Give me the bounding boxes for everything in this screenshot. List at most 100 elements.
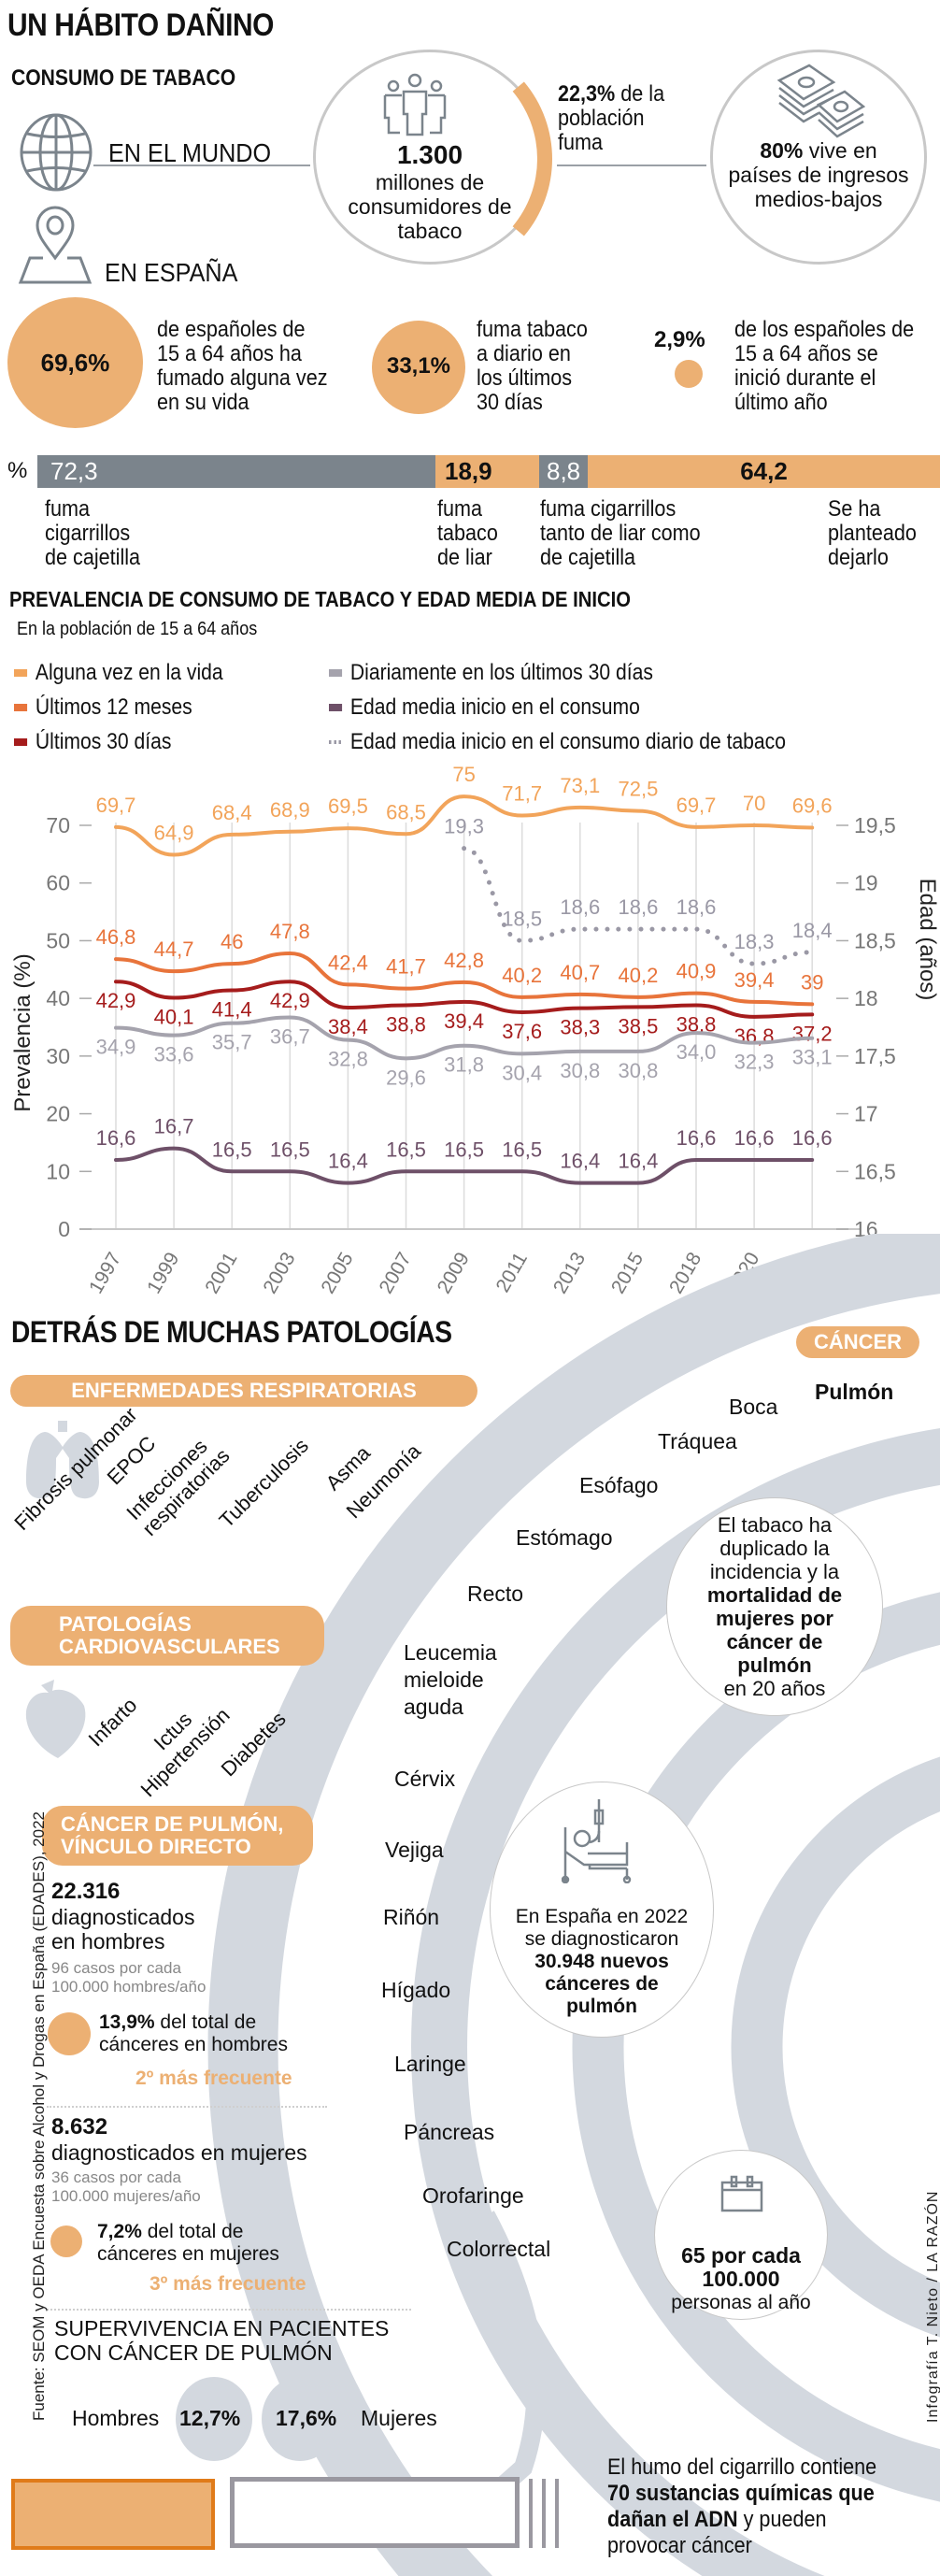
legend-swatch — [14, 704, 28, 711]
cardiovasculares-title-1: PATOLOGÍAS — [59, 1612, 192, 1636]
bar-label-dejarlo: Se ha planteado dejarlo — [828, 496, 917, 570]
data-label: 69,7 — [96, 794, 136, 817]
data-label: 30,4 — [502, 1061, 542, 1084]
data-label: 38,8 — [386, 1013, 426, 1037]
women-pct-dot — [50, 2225, 82, 2257]
low-income-text-2: países de ingresos medios-bajos — [728, 163, 909, 211]
cigarette-ash-line — [529, 2479, 533, 2548]
survival-women-circle — [262, 2377, 338, 2461]
data-label: 16,6 — [96, 1126, 136, 1150]
data-label: 75 — [452, 766, 475, 786]
section-heading-consumo: CONSUMO DE TABACO — [11, 65, 236, 91]
legend-label: Últimos 12 meses — [35, 694, 192, 720]
men-pct-stat: 13,9% del total de cánceres en hombres — [99, 2011, 288, 2056]
women-diagnosed-text: diagnosticados en mujeres — [51, 2140, 307, 2165]
world-smokers-arc — [512, 81, 552, 236]
data-label: 40,2 — [618, 964, 658, 987]
bar-label-liar: fuma tabaco de liar — [437, 496, 498, 570]
bar-segment-dejarlo: 64,2 — [588, 455, 940, 488]
women-mortality-fact: El tabaco ha duplicado la incidencia y l… — [666, 1497, 883, 1716]
organ-colorrectal: Colorrectal — [447, 2237, 551, 2261]
cigarette-ash-line — [555, 2479, 559, 2548]
concentric-rings-background — [207, 1234, 940, 2576]
survival-title: SUPERVIVENCIA EN PACIENTES CON CÁNCER DE… — [54, 2316, 389, 2365]
world-consumers-block: 1.300 millones de consumidores de tabaco — [322, 140, 537, 243]
women-rate: 36 casos por cada 100.000 mujeres/año — [51, 2168, 201, 2206]
data-label: 33,6 — [154, 1043, 194, 1066]
men-diagnosed-value: 22.316 — [51, 1879, 121, 1904]
data-label: 72,5 — [618, 778, 658, 801]
tobacco-type-bar: 72,3 18,9 8,8 64,2 — [37, 455, 940, 488]
location-pin-icon — [18, 206, 93, 284]
data-label: 47,8 — [270, 920, 310, 943]
spain-label: EN ESPAÑA — [105, 258, 238, 287]
page-title: UN HÁBITO DAÑINO — [7, 7, 274, 43]
fact-women-text-1: El tabaco ha duplicado la incidencia y l… — [709, 1513, 840, 1583]
bar-value: 8,8 — [547, 457, 581, 485]
data-label: 37,6 — [502, 1020, 542, 1043]
world-smokers-stat: 22,3% de la población fuma — [558, 82, 684, 155]
series-line — [114, 1015, 815, 1061]
data-label: 16,4 — [328, 1150, 368, 1173]
organ-traquea: Tráquea — [658, 1429, 737, 1453]
pulmon-title-2: VÍNCULO DIRECTO — [61, 1835, 251, 1858]
bar-value: 18,9 — [445, 457, 492, 485]
y-tick-label: 60 — [46, 871, 70, 895]
chart-subtitle: En la población de 15 a 64 años — [17, 619, 258, 639]
legend-swatch — [329, 740, 343, 744]
men-diagnosed-text-2: en hombres — [51, 1929, 165, 1953]
data-label: 69,7 — [677, 794, 717, 817]
data-label: 64,9 — [154, 821, 194, 844]
organ-pancreas: Páncreas — [404, 2120, 495, 2144]
data-label: 42,8 — [444, 949, 484, 972]
y2-tick-label: 18 — [854, 986, 878, 1010]
y2-tick-label: 16,5 — [854, 1159, 896, 1183]
y-tick-label: 20 — [46, 1102, 70, 1126]
women-pct-text-2: cánceres en mujeres — [97, 2243, 279, 2265]
data-label: 33,1 — [792, 1046, 833, 1069]
data-label: 18,5 — [502, 907, 542, 930]
data-label: 40,9 — [677, 960, 717, 983]
lungs-icon — [26, 1421, 99, 1499]
data-label: 35,7 — [212, 1031, 252, 1054]
legend-swatch — [329, 669, 343, 677]
world-label: EN EL MUNDO — [108, 138, 272, 167]
data-label: 70 — [743, 792, 765, 815]
stat-text-lifetime: de españoles de 15 a 64 años ha fumado a… — [157, 317, 328, 415]
women-rate-2: 100.000 mujeres/año — [51, 2187, 201, 2205]
data-label: 16,6 — [792, 1126, 833, 1150]
stat-value-lifetime: 69,6% — [40, 349, 110, 377]
y-tick-label: 40 — [46, 986, 70, 1010]
credit-note: Infografía T. Nieto / LA RAZÓN — [925, 2190, 940, 2423]
stat-circle-new — [675, 360, 703, 388]
organ-leucemia: Leucemia mieloide aguda — [404, 1640, 497, 1719]
organ-pulmon: Pulmón — [815, 1380, 894, 1404]
data-label: 39,4 — [734, 968, 775, 992]
low-income-text-1: vive en — [808, 138, 877, 163]
data-label: 19,3 — [444, 815, 484, 838]
men-diagnosed-text-1: diagnosticados — [51, 1905, 195, 1929]
respiratorias-header: ENFERMEDADES RESPIRATORIAS — [10, 1375, 477, 1407]
fact-women-text-2: en 20 años — [723, 1677, 826, 1700]
divider — [47, 2309, 411, 2311]
bar-unit-label: % — [7, 458, 28, 483]
y2-tick-label: 17,5 — [854, 1044, 896, 1068]
cardiovasculares-header: PATOLOGÍAS CARDIOVASCULARES — [10, 1606, 324, 1666]
series-line — [114, 952, 815, 1007]
data-label: 36,7 — [270, 1025, 310, 1049]
organ-estomago: Estómago — [516, 1525, 613, 1550]
cigarette-ash-line — [542, 2479, 546, 2548]
y2-tick-label: 18,5 — [854, 928, 896, 952]
stat-text-new: de los españoles de 15 a 64 años se inic… — [734, 317, 915, 415]
data-label: 71,7 — [502, 782, 542, 806]
stat-text-daily: fuma tabaco a diario en los últimos 30 d… — [477, 317, 588, 415]
world-consumers-value: 1.300 — [396, 140, 463, 169]
data-label: 42,4 — [328, 951, 368, 974]
legend-swatch — [329, 704, 343, 711]
women-pct-value: 7,2% — [97, 2221, 142, 2242]
data-label: 30,8 — [618, 1059, 658, 1082]
y-tick-label: 10 — [46, 1159, 70, 1183]
men-rate-1: 96 casos por cada — [51, 1959, 181, 1977]
spain-2022-fact: En España en 2022 se diagnosticaron 30.9… — [490, 1782, 714, 2038]
data-label: 18,4 — [792, 919, 833, 942]
